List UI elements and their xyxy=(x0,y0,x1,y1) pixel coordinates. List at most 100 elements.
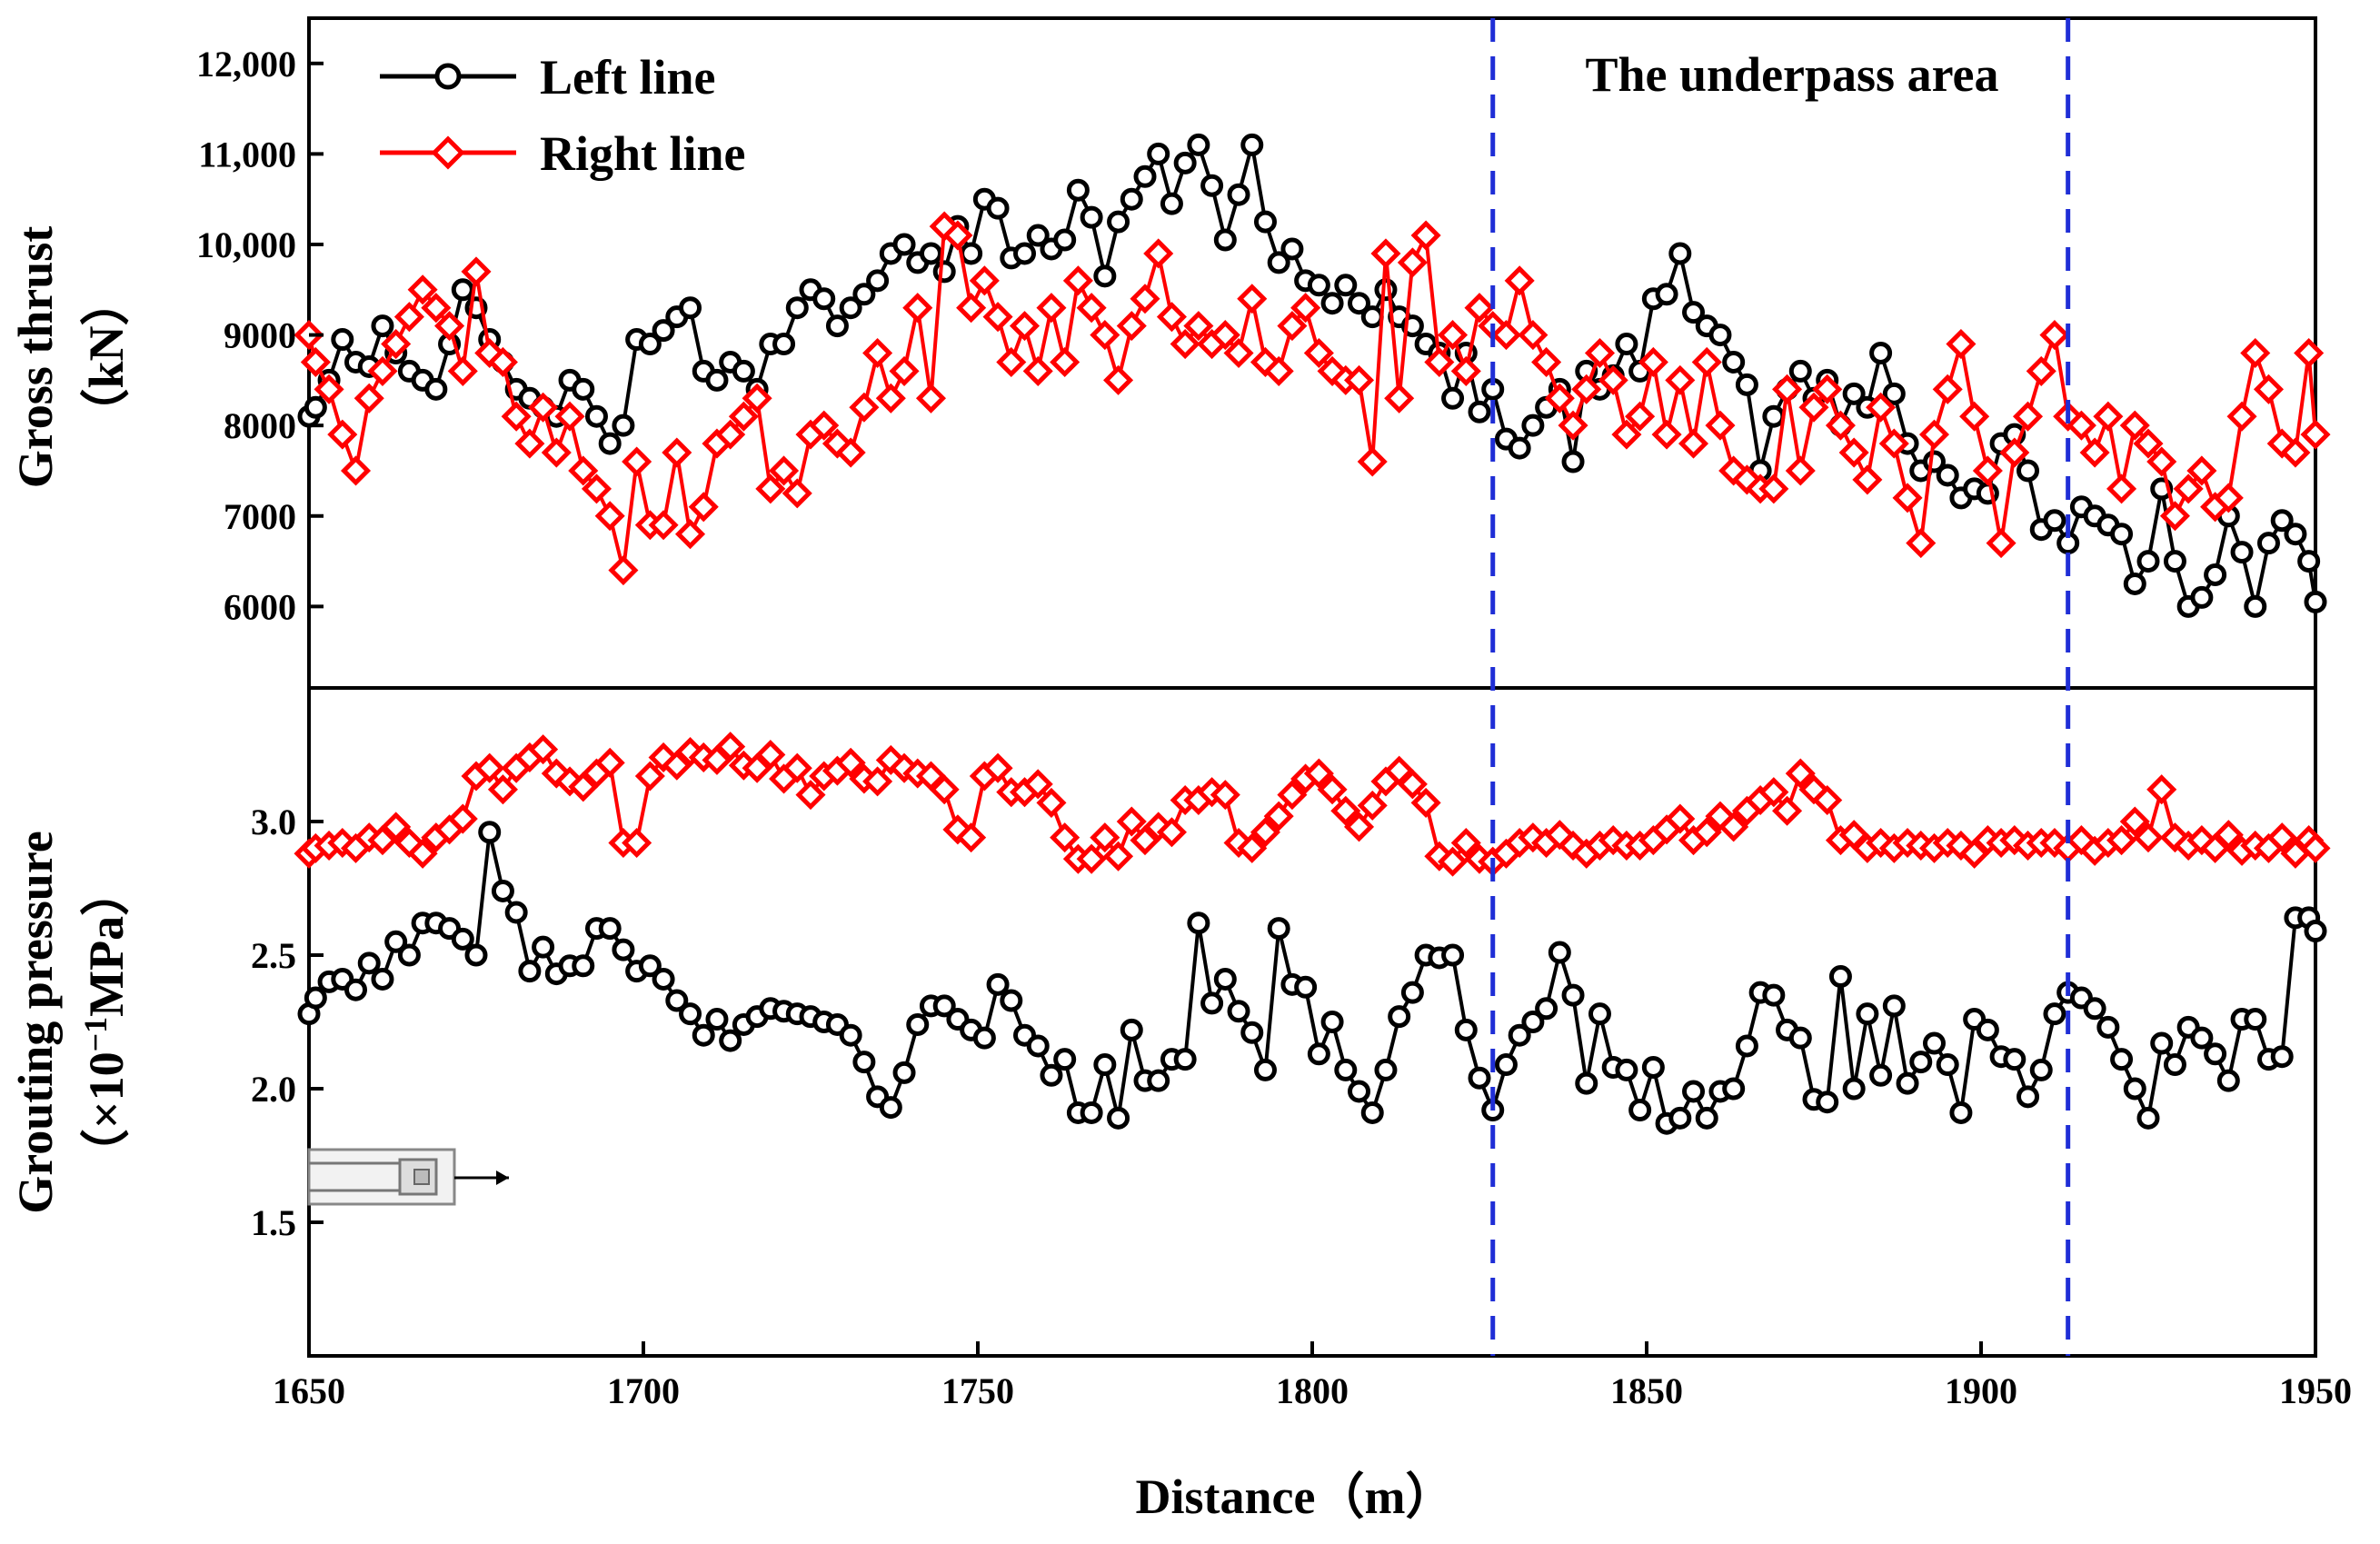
top-right-line-point xyxy=(1812,374,1843,404)
bottom-left-line-point xyxy=(972,1026,996,1050)
bottom-left-line-point xyxy=(839,1023,862,1047)
bottom-left-line-point xyxy=(1695,1106,1718,1130)
bottom-left-line-point xyxy=(1949,1101,1973,1124)
top-right-line-point xyxy=(849,392,880,423)
bottom-left-line-point xyxy=(1508,1023,1531,1047)
top-left-line-point xyxy=(705,368,729,392)
bottom-right-line-point xyxy=(1357,790,1388,821)
bottom-right-line-point xyxy=(835,747,866,778)
top-right-line-point xyxy=(340,455,372,486)
top-left-line-point xyxy=(331,328,354,352)
bottom-left-line-point xyxy=(2123,1077,2146,1101)
top-right-line-point xyxy=(434,311,465,342)
top-right-line-point xyxy=(1464,293,1495,324)
bottom-left-line-point xyxy=(1909,1051,1933,1074)
top-right-line-point xyxy=(1999,437,2030,468)
bottom-left-line-point xyxy=(2304,920,2327,943)
bottom-left-line-point xyxy=(464,943,488,967)
top-right-line-point xyxy=(1852,464,1883,495)
top-right-line-point xyxy=(982,302,1013,333)
top-right-line-point xyxy=(782,478,812,509)
top-right-line-point xyxy=(1490,320,1521,351)
bottom-y-tick-label: 2.0 xyxy=(251,1069,296,1110)
inset-shield-machine-icon xyxy=(307,1148,509,1206)
bottom-right-line-point xyxy=(1022,769,1053,800)
bottom-right-line-point xyxy=(1263,801,1294,832)
bottom-left-line-point xyxy=(1842,1077,1866,1101)
bottom-y-tick-label: 2.5 xyxy=(251,935,296,976)
bottom-left-line-point xyxy=(1882,994,1906,1018)
bottom-left-line-point xyxy=(384,930,408,953)
top-right-line-point xyxy=(1504,265,1535,296)
bottom-left-line-point xyxy=(1976,1018,1999,1041)
bottom-right-line-point xyxy=(982,752,1013,783)
bottom-left-line-point xyxy=(1307,1042,1330,1066)
top-right-line-point xyxy=(809,410,840,441)
top-left-line-point xyxy=(1160,192,1183,215)
top-right-line-point xyxy=(554,401,585,432)
bottom-left-line-point xyxy=(906,1012,930,1036)
top-right-line-point xyxy=(1946,329,1977,360)
top-right-line-point xyxy=(2106,473,2137,504)
bottom-left-line-point xyxy=(1213,967,1237,991)
bottom-right-line-point xyxy=(381,812,412,842)
bottom-left-line-point xyxy=(679,1002,702,1026)
legend-label: Left line xyxy=(540,50,715,105)
bottom-left-line-point xyxy=(1668,1106,1692,1130)
top-left-line-point xyxy=(1348,292,1371,315)
top-left-line-point xyxy=(932,260,956,284)
bottom-right-line-point xyxy=(1237,832,1268,863)
top-right-line-point xyxy=(1130,284,1160,314)
top-right-line-point xyxy=(2039,320,2070,351)
top-panel-series xyxy=(294,133,2331,618)
bottom-right-line-point xyxy=(2300,832,2331,863)
top-right-line-point xyxy=(2026,355,2056,386)
top-left-line-point xyxy=(1147,142,1170,165)
bottom-left-line-point xyxy=(357,951,381,975)
bottom-left-line-point xyxy=(518,960,542,983)
top-right-line-point xyxy=(314,374,344,404)
top-left-line-point xyxy=(1053,228,1077,252)
top-right-line-point xyxy=(300,346,331,377)
bottom-right-line-point xyxy=(862,766,893,797)
top-left-line-point xyxy=(424,377,448,401)
bottom-left-line-point xyxy=(638,954,662,978)
top-right-line-point xyxy=(875,383,906,413)
bottom-left-line-point xyxy=(1869,1063,1893,1087)
bottom-left-line-point xyxy=(1374,1058,1398,1081)
bottom-left-line-point xyxy=(304,986,327,1010)
top-right-line-point xyxy=(1892,483,1923,513)
top-left-line-point xyxy=(1842,382,1866,405)
bottom-left-line-point xyxy=(1348,1080,1371,1103)
bottom-left-line-point xyxy=(1173,1048,1197,1071)
top-right-line-point xyxy=(1397,247,1428,278)
top-right-line-point xyxy=(1798,392,1829,423)
bottom-y-unit-exponent: −1 xyxy=(77,1017,114,1052)
bottom-right-line-point xyxy=(2119,806,2150,837)
bottom-left-line-point xyxy=(2216,1069,2240,1092)
bottom-right-line-point xyxy=(782,752,812,783)
top-right-line-point xyxy=(1678,428,1709,459)
x-tick-label: 1900 xyxy=(1945,1370,2017,1411)
plot-frames xyxy=(307,16,2317,1358)
top-left-line-point xyxy=(1936,463,1959,487)
top-right-line-point xyxy=(2159,501,2190,532)
top-right-line-point xyxy=(568,455,599,486)
top-left-line-point xyxy=(2204,563,2227,587)
bottom-left-line-point xyxy=(2003,1048,2026,1071)
top-left-line-point xyxy=(1561,450,1585,473)
top-left-line-point xyxy=(1187,133,1210,156)
top-right-line-point xyxy=(1691,346,1722,377)
bottom-left-line-point xyxy=(2043,1002,2066,1026)
top-right-line-point xyxy=(1758,473,1789,504)
bottom-left-line-point xyxy=(652,967,675,991)
bottom-left-line-point xyxy=(1187,911,1210,935)
bottom-right-line-point xyxy=(1812,784,1843,816)
bottom-left-line-point xyxy=(892,1061,916,1084)
top-left-line-point xyxy=(986,196,1010,220)
top-left-line-point xyxy=(812,287,836,311)
top-left-line-point xyxy=(598,432,622,455)
top-right-line-point xyxy=(1932,374,1963,404)
bottom-right-line-point xyxy=(1758,777,1789,808)
